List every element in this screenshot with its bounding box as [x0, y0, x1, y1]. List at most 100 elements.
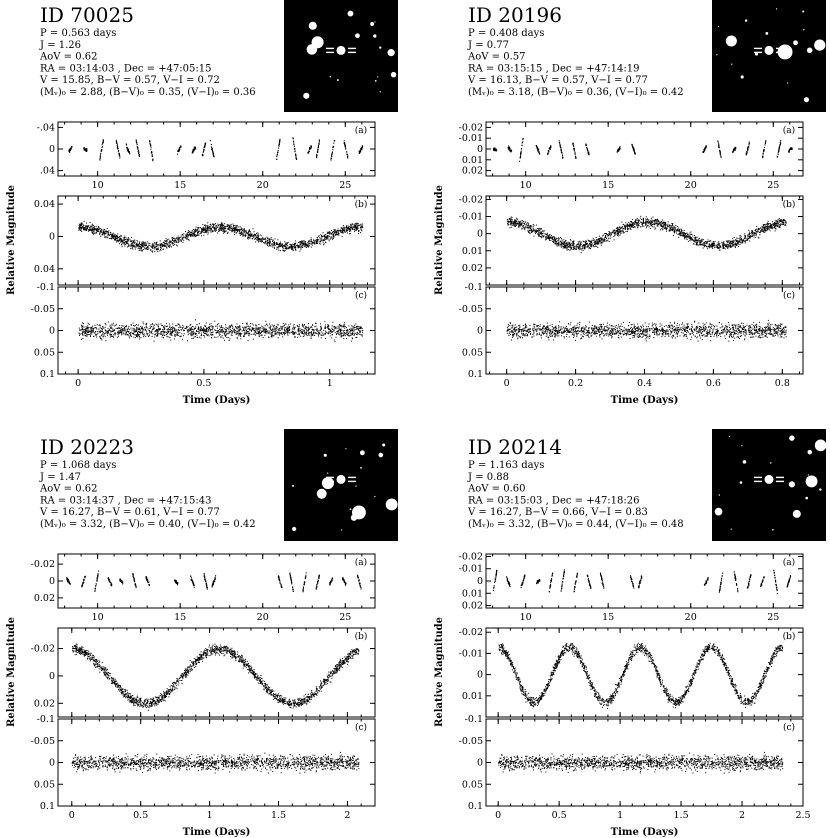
data-point — [212, 151, 214, 153]
data-point — [307, 245, 309, 247]
data-point — [190, 326, 192, 328]
data-point — [294, 148, 296, 150]
data-point — [85, 229, 87, 231]
data-point — [140, 243, 142, 245]
data-point — [232, 230, 234, 232]
data-point — [117, 331, 119, 333]
data-point — [265, 324, 267, 326]
data-point — [264, 330, 266, 332]
data-point — [194, 235, 196, 237]
data-point — [587, 151, 589, 153]
data-point — [177, 332, 179, 334]
data-point — [334, 140, 336, 142]
data-point — [315, 322, 317, 324]
data-point — [299, 330, 301, 332]
data-point — [258, 335, 260, 337]
data-point — [151, 246, 153, 248]
data-point — [127, 331, 129, 333]
data-point — [82, 337, 84, 339]
data-point — [192, 233, 194, 235]
data-point — [347, 334, 349, 336]
data-point — [763, 146, 766, 149]
data-point — [156, 329, 158, 331]
data-point — [336, 233, 338, 235]
data-point — [139, 330, 141, 332]
data-point — [187, 328, 189, 330]
data-point — [305, 244, 307, 246]
data-point — [288, 247, 290, 249]
data-point — [148, 332, 150, 334]
data-point — [137, 241, 139, 243]
data-point — [348, 226, 350, 228]
data-point — [232, 326, 234, 328]
data-point — [360, 326, 362, 328]
data-point — [333, 330, 335, 332]
data-point — [192, 326, 194, 328]
data-point — [357, 327, 359, 329]
data-point — [149, 142, 151, 144]
data-point — [228, 331, 230, 333]
data-point — [212, 334, 214, 336]
data-point — [704, 149, 706, 151]
data-point — [79, 329, 81, 331]
data-point — [85, 150, 87, 152]
data-point — [96, 333, 98, 335]
data-point — [109, 231, 111, 233]
data-point — [117, 147, 119, 149]
data-point — [223, 225, 225, 227]
data-point — [354, 224, 356, 226]
data-point — [89, 222, 91, 224]
data-point — [720, 156, 722, 158]
data-point — [161, 243, 163, 245]
data-point — [83, 227, 85, 229]
data-point — [194, 231, 196, 233]
data-point — [213, 226, 215, 228]
data-point — [111, 335, 113, 337]
star-dot — [303, 92, 310, 99]
data-point — [262, 336, 264, 338]
data-point — [510, 149, 512, 151]
data-point — [159, 333, 161, 335]
data-point — [325, 238, 327, 240]
data-points — [78, 220, 364, 253]
data-point — [127, 150, 129, 152]
data-point — [161, 333, 163, 335]
data-point — [292, 250, 294, 252]
data-point — [103, 327, 105, 329]
data-point — [225, 331, 227, 333]
data-point — [291, 247, 293, 249]
data-point — [334, 328, 336, 330]
data-point — [204, 231, 206, 233]
data-point — [318, 143, 320, 145]
data-point — [137, 335, 139, 337]
data-point — [639, 226, 641, 228]
data-point — [122, 240, 124, 242]
data-point — [214, 329, 216, 331]
data-point — [239, 330, 241, 332]
data-point — [203, 329, 205, 331]
data-point — [343, 229, 345, 231]
data-point — [189, 327, 191, 329]
data-point — [203, 228, 205, 230]
data-point — [310, 326, 312, 328]
data-point — [100, 338, 102, 340]
data-point — [270, 237, 272, 239]
data-point — [78, 229, 80, 231]
data-point — [537, 150, 539, 152]
data-point — [255, 235, 257, 237]
data-point — [295, 156, 297, 158]
data-point — [359, 326, 361, 328]
data-point — [138, 244, 140, 246]
data-point — [318, 239, 320, 241]
data-point — [152, 244, 154, 246]
data-point — [257, 238, 259, 240]
data-point — [197, 227, 199, 229]
data-point — [92, 329, 94, 331]
data-point — [184, 328, 186, 330]
data-point — [116, 145, 118, 147]
data-point — [747, 149, 749, 151]
data-point — [284, 241, 286, 243]
data-point — [308, 241, 310, 243]
data-point — [136, 327, 138, 329]
data-point — [206, 226, 208, 228]
